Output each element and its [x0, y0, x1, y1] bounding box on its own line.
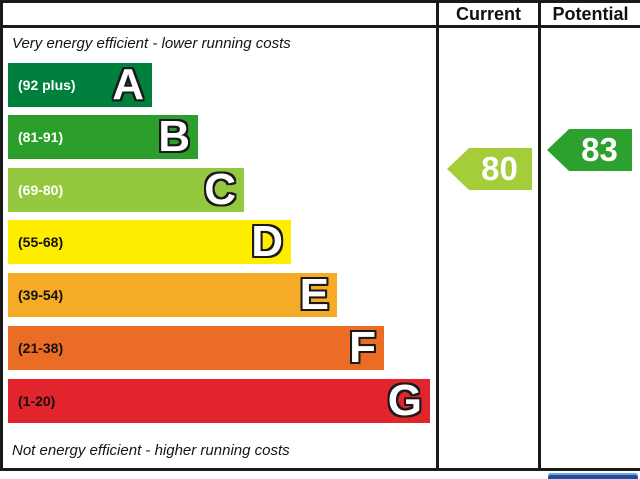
band-letter: C [204, 165, 236, 214]
band-row-D: (55-68) D [8, 220, 291, 264]
potential-rating-arrow: 83 [547, 129, 632, 171]
band-letter: D [251, 217, 283, 266]
left-border [0, 0, 3, 471]
header-divider [0, 25, 640, 28]
band-range-label: (55-68) [18, 234, 64, 250]
band-row-A: (92 plus) A [8, 63, 152, 107]
band-range-label: (39-54) [18, 287, 64, 303]
band-range-label: (1-20) [18, 393, 56, 409]
band-range-label: (21-38) [18, 340, 64, 356]
band-row-E: (39-54) E [8, 273, 337, 317]
band-letter: F [349, 323, 376, 372]
caption-bottom: Not energy efficient - higher running co… [12, 442, 290, 459]
current-column-divider [436, 0, 439, 471]
potential-rating-value: 83 [581, 131, 618, 168]
band-row-B: (81-91) B [8, 115, 198, 159]
current-rating-arrow: 80 [447, 148, 532, 190]
current-rating-value: 80 [481, 150, 518, 187]
top-border [0, 0, 640, 3]
potential-column-divider [538, 0, 541, 471]
band-range-label: (92 plus) [18, 77, 76, 93]
header-current: Current [455, 3, 521, 24]
band-letter: B [158, 112, 190, 161]
band-row-F: (21-38) F [8, 326, 384, 370]
bottom-border [0, 468, 640, 471]
band-letter: G [387, 376, 422, 425]
header-potential: Potential [552, 3, 629, 24]
eu-label-box [548, 473, 638, 479]
caption-top: Very energy efficient - lower running co… [12, 35, 291, 52]
band-row-G: (1-20) G [8, 379, 430, 423]
band-row-C: (69-80) C [8, 168, 244, 212]
band-letter: A [112, 60, 144, 109]
band-range-label: (81-91) [18, 129, 64, 145]
band-letter: E [299, 270, 329, 319]
band-range-label: (69-80) [18, 182, 64, 198]
